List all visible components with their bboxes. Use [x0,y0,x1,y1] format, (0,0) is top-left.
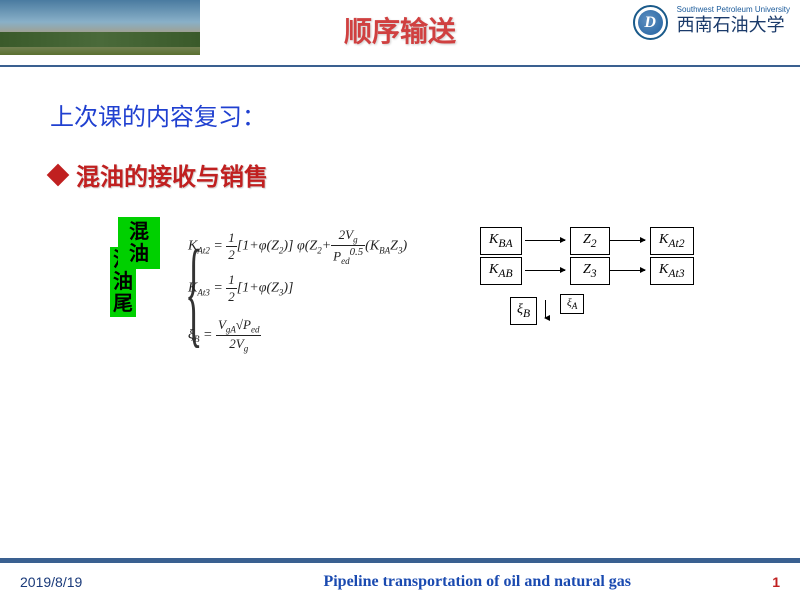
page-number: 1 [772,574,780,590]
bullet-row: 混油的接收与销售 [50,157,750,192]
box-xib: ξB [510,297,537,325]
box-kat3: KAt3 [650,257,694,285]
bullet-text: 混油的接收与销售 [76,157,268,192]
arrow-icon [545,300,546,318]
green-label-1: 混油 [118,217,160,269]
slide-footer: 2019/8/19 Pipeline transportation of oil… [0,560,800,600]
equation-2: KAt3 = 12[1+φ(Z3)] [188,272,294,305]
slide-content: 上次课的内容复习： 混油的接收与销售 混油 混油尾 { KAt2 = 12[1+… [0,67,800,362]
slide-header: 顺序输送 D Southwest Petroleum University 西南… [0,0,800,65]
equations-block: { KAt2 = 12[1+φ(Z2)] φ(Z2+2VgPed0.5(KBAZ… [170,222,450,362]
arrow-icon [610,240,645,241]
formula-area: 混油 混油尾 { KAt2 = 12[1+φ(Z2)] φ(Z2+2VgPed0… [50,222,750,362]
footer-title: Pipeline transportation of oil and natur… [82,573,772,591]
footer-date: 2019/8/19 [20,574,82,590]
title-area: 顺序输送 [200,0,600,50]
review-heading: 上次课的内容复习： [50,97,750,132]
arrow-icon [525,270,565,271]
arrow-icon [610,270,645,271]
box-kab: KAB [480,257,522,285]
equation-1: KAt2 = 12[1+φ(Z2)] φ(Z2+2VgPed0.5(KBAZ3) [188,227,407,266]
university-logo: D Southwest Petroleum University 西南石油大学 [600,0,800,40]
slide-title: 顺序输送 [200,10,600,50]
logo-english: Southwest Petroleum University [677,5,790,15]
campus-photo [0,0,200,55]
box-xia: ξA [560,294,584,314]
logo-icon: D [633,5,668,40]
green-labels: 混油 混油尾 [110,222,160,362]
box-kba: KBA [480,227,522,255]
box-kat2: KAt2 [650,227,694,255]
equation-3: ξB = VgA√Ped2Vg [188,317,261,353]
flow-diagram: KBA KAB Z2 Z3 KAt2 KAt3 ξB ξA [470,222,750,362]
box-z3: Z3 [570,257,610,285]
arrow-icon [525,240,565,241]
diamond-bullet-icon [47,163,70,186]
logo-chinese: 西南石油大学 [677,15,790,37]
box-z2: Z2 [570,227,610,255]
